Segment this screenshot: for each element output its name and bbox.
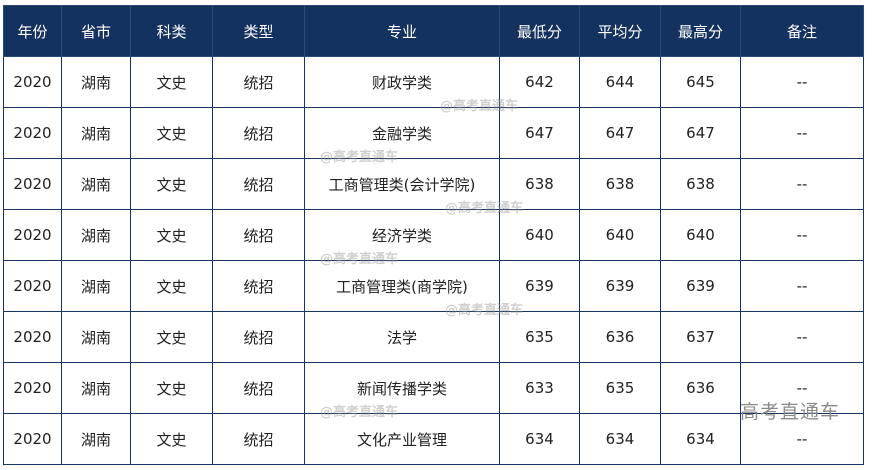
cell-max-score: 645 xyxy=(660,56,741,108)
cell-avg-score: 639 xyxy=(579,260,661,312)
cell-category: 文史 xyxy=(130,311,213,363)
cell-category: 文史 xyxy=(130,107,213,159)
cell-max-score: 636 xyxy=(660,362,741,414)
cell-province: 湖南 xyxy=(61,362,131,414)
cell-remarks: -- xyxy=(740,362,864,414)
cell-max-score: 640 xyxy=(660,209,741,261)
header-type: 类型 xyxy=(212,5,305,57)
cell-year: 2020 xyxy=(3,362,62,414)
header-min-score: 最低分 xyxy=(499,5,580,57)
cell-type: 统招 xyxy=(212,107,305,159)
cell-year: 2020 xyxy=(3,158,62,210)
cell-avg-score: 638 xyxy=(579,158,661,210)
cell-type: 统招 xyxy=(212,260,305,312)
cell-major: 金融学类 xyxy=(304,107,500,159)
cell-type: 统招 xyxy=(212,413,305,465)
cell-avg-score: 644 xyxy=(579,56,661,108)
header-avg-score: 平均分 xyxy=(579,5,661,57)
table-row: 2020 湖南 文史 统招 工商管理类(会计学院) 638 638 638 -- xyxy=(3,158,864,210)
cell-min-score: 635 xyxy=(499,311,580,363)
header-province: 省市 xyxy=(61,5,131,57)
table-row: 2020 湖南 文史 统招 财政学类 642 644 645 -- xyxy=(3,56,864,108)
cell-year: 2020 xyxy=(3,311,62,363)
cell-max-score: 638 xyxy=(660,158,741,210)
cell-avg-score: 647 xyxy=(579,107,661,159)
cell-type: 统招 xyxy=(212,311,305,363)
header-remarks: 备注 xyxy=(740,5,864,57)
header-max-score: 最高分 xyxy=(660,5,741,57)
cell-year: 2020 xyxy=(3,209,62,261)
cell-max-score: 637 xyxy=(660,311,741,363)
header-category: 科类 xyxy=(130,5,213,57)
cell-type: 统招 xyxy=(212,209,305,261)
cell-province: 湖南 xyxy=(61,56,131,108)
cell-avg-score: 634 xyxy=(579,413,661,465)
table-row: 2020 湖南 文史 统招 经济学类 640 640 640 -- xyxy=(3,209,864,261)
cell-major: 新闻传播学类 xyxy=(304,362,500,414)
cell-min-score: 633 xyxy=(499,362,580,414)
cell-category: 文史 xyxy=(130,209,213,261)
cell-min-score: 639 xyxy=(499,260,580,312)
cell-type: 统招 xyxy=(212,56,305,108)
table-header: 年份 省市 科类 类型 专业 最低分 平均分 最高分 备注 xyxy=(3,5,864,57)
cell-max-score: 639 xyxy=(660,260,741,312)
cell-province: 湖南 xyxy=(61,158,131,210)
cell-remarks: -- xyxy=(740,311,864,363)
cell-year: 2020 xyxy=(3,56,62,108)
table-row: 2020 湖南 文史 统招 法学 635 636 637 -- xyxy=(3,311,864,363)
header-year: 年份 xyxy=(3,5,62,57)
cell-min-score: 634 xyxy=(499,413,580,465)
admission-scores-table: 年份 省市 科类 类型 专业 最低分 平均分 最高分 备注 2020 湖南 文史 统招 财政学类 642 6… xyxy=(3,5,864,465)
table-row: 2020 湖南 文史 统招 文化产业管理 634 634 634 -- xyxy=(3,413,864,465)
cell-year: 2020 xyxy=(3,107,62,159)
cell-major: 经济学类 xyxy=(304,209,500,261)
cell-min-score: 647 xyxy=(499,107,580,159)
cell-category: 文史 xyxy=(130,56,213,108)
cell-major: 工商管理类(商学院) xyxy=(304,260,500,312)
cell-year: 2020 xyxy=(3,260,62,312)
cell-avg-score: 636 xyxy=(579,311,661,363)
cell-remarks: -- xyxy=(740,56,864,108)
cell-min-score: 642 xyxy=(499,56,580,108)
cell-major: 文化产业管理 xyxy=(304,413,500,465)
cell-province: 湖南 xyxy=(61,107,131,159)
table-row: 2020 湖南 文史 统招 新闻传播学类 633 635 636 -- xyxy=(3,362,864,414)
header-major: 专业 xyxy=(304,5,500,57)
cell-avg-score: 635 xyxy=(579,362,661,414)
cell-type: 统招 xyxy=(212,362,305,414)
corner-watermark: 高考直通车 xyxy=(740,401,841,423)
cell-major: 法学 xyxy=(304,311,500,363)
cell-category: 文史 xyxy=(130,413,213,465)
cell-remarks: -- xyxy=(740,260,864,312)
table-row: 2020 湖南 文史 统招 工商管理类(商学院) 639 639 639 -- xyxy=(3,260,864,312)
cell-province: 湖南 xyxy=(61,209,131,261)
cell-remarks: -- xyxy=(740,413,864,465)
cell-remarks: -- xyxy=(740,158,864,210)
cell-year: 2020 xyxy=(3,413,62,465)
cell-province: 湖南 xyxy=(61,260,131,312)
cell-category: 文史 xyxy=(130,158,213,210)
cell-type: 统招 xyxy=(212,158,305,210)
cell-major: 财政学类 xyxy=(304,56,500,108)
cell-max-score: 634 xyxy=(660,413,741,465)
cell-min-score: 640 xyxy=(499,209,580,261)
cell-remarks: -- xyxy=(740,209,864,261)
cell-remarks: -- xyxy=(740,107,864,159)
cell-category: 文史 xyxy=(130,260,213,312)
cell-major: 工商管理类(会计学院) xyxy=(304,158,500,210)
cell-avg-score: 640 xyxy=(579,209,661,261)
cell-min-score: 638 xyxy=(499,158,580,210)
cell-max-score: 647 xyxy=(660,107,741,159)
cell-province: 湖南 xyxy=(61,311,131,363)
cell-province: 湖南 xyxy=(61,413,131,465)
cell-category: 文史 xyxy=(130,362,213,414)
table-row: 2020 湖南 文史 统招 金融学类 647 647 647 -- xyxy=(3,107,864,159)
